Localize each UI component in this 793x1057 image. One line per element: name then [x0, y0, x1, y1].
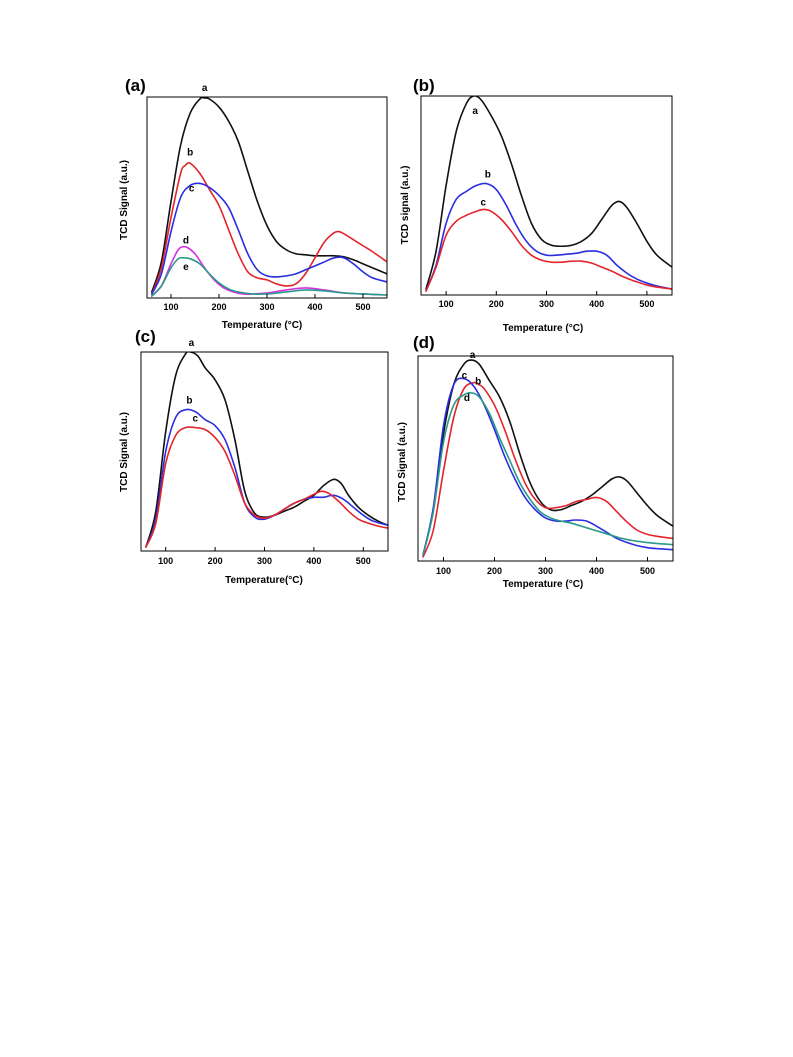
x-tick-label: 100 — [158, 556, 173, 566]
curve-label-a: a — [472, 106, 478, 117]
curve-label-c: c — [480, 197, 486, 208]
plot-background — [141, 352, 388, 551]
x-tick-label: 500 — [356, 556, 371, 566]
x-tick-label: 300 — [257, 556, 272, 566]
x-tick-label: 400 — [307, 302, 322, 312]
x-axis-label: Temperature(°C) — [225, 575, 303, 586]
x-tick-label: 100 — [163, 302, 178, 312]
y-axis-label: TCD signal (a.u.) — [400, 166, 411, 245]
curve-label-c: c — [193, 414, 199, 425]
curve-label-a: a — [189, 338, 195, 349]
x-tick-label: 200 — [487, 566, 502, 576]
x-tick-label: 200 — [489, 299, 504, 309]
series-line-a — [422, 359, 673, 556]
curve-label-a: a — [470, 350, 476, 361]
panel-b: (b) TCD signal (a.u.) Temperature (°C) 1… — [400, 76, 673, 334]
x-tick-label: 300 — [538, 566, 553, 576]
series-line-c — [422, 377, 673, 556]
x-tick-label: 300 — [539, 299, 554, 309]
curve-label-b: b — [475, 377, 481, 388]
plot-background — [147, 97, 387, 298]
x-tick-label: 400 — [589, 566, 604, 576]
y-axis-label: TCD Signal (a.u.) — [397, 422, 408, 502]
series-line-b — [425, 182, 672, 292]
series-line-d — [422, 391, 673, 556]
series-line-d — [151, 245, 387, 297]
curve-label-b: b — [485, 170, 491, 181]
series-line-b — [145, 408, 388, 548]
curve-label-a: a — [202, 83, 208, 94]
x-tick-label: 100 — [436, 566, 451, 576]
x-axis-label: Temperature (°C) — [222, 320, 303, 331]
series-line-c — [425, 208, 672, 292]
panel-letter: (d) — [413, 333, 435, 352]
series-line-c — [151, 182, 387, 295]
series-line-b — [151, 162, 387, 295]
panel-letter: (b) — [413, 76, 435, 95]
y-axis-label: TCD Signal (a.u.) — [119, 160, 130, 240]
x-tick-label: 200 — [208, 556, 223, 566]
series-line-b — [422, 381, 673, 558]
series-line-a — [151, 97, 387, 293]
x-tick-label: 500 — [639, 299, 654, 309]
x-tick-label: 500 — [355, 302, 370, 312]
y-axis-label: TCD Signal (a.u.) — [119, 412, 130, 492]
x-tick-label: 400 — [589, 299, 604, 309]
plot-background — [418, 356, 673, 561]
x-tick-label: 200 — [211, 302, 226, 312]
x-tick-label: 100 — [439, 299, 454, 309]
curve-label-c: c — [462, 371, 468, 382]
curve-label-b: b — [186, 396, 192, 407]
curve-label-b: b — [187, 147, 193, 158]
x-axis-label: Temperature (°C) — [503, 323, 584, 334]
x-axis-label: Temperature (°C) — [503, 579, 584, 590]
panel-letter: (c) — [135, 327, 156, 346]
panel-letter: (a) — [125, 76, 146, 95]
curve-label-d: d — [183, 236, 189, 247]
series-line-a — [425, 96, 672, 290]
series-line-c — [145, 426, 388, 548]
x-tick-label: 300 — [259, 302, 274, 312]
curve-label-e: e — [183, 262, 189, 273]
x-tick-label: 500 — [640, 566, 655, 576]
panel-c: (c) TCD Signal (a.u.) Temperature(°C) 10… — [119, 327, 389, 586]
curve-label-d: d — [464, 393, 470, 404]
curve-label-c: c — [189, 183, 195, 194]
panel-a: (a) TCD Signal (a.u.) Temperature (°C) 1… — [119, 76, 388, 331]
panel-d: (d) TCD Signal (a.u.) Temperature (°C) 1… — [397, 333, 674, 590]
series-line-e — [151, 256, 387, 297]
x-tick-label: 400 — [306, 556, 321, 566]
